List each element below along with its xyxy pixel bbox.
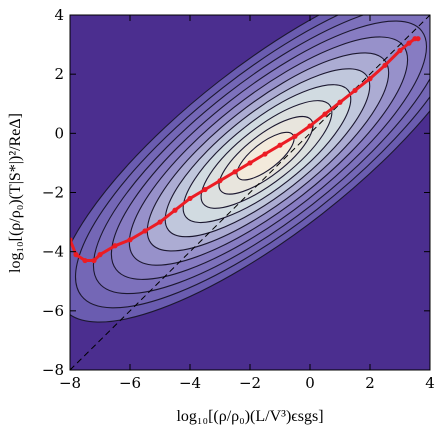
y-tick-label: 2	[54, 65, 64, 83]
mean-curve-point	[157, 219, 163, 225]
x-tick-label: −8	[59, 374, 81, 392]
y-tick-label: 0	[54, 124, 64, 142]
mean-curve-point	[367, 76, 373, 82]
mean-curve-point	[202, 186, 208, 193]
mean-curve-point	[91, 257, 97, 264]
mean-curve-point	[187, 195, 193, 202]
mean-curve-point	[82, 257, 88, 264]
y-axis: −8 −6 −4 −2 0 2 4	[42, 6, 430, 379]
x-axis-label: log₁₀[(ρ/ρ₀)(L/V³)ϵsgs]	[176, 408, 323, 425]
x-tick-label: −2	[239, 374, 261, 392]
mean-curve-point	[70, 237, 73, 243]
reference-line	[70, 15, 430, 370]
mean-curve-point	[382, 62, 388, 68]
y-tick-label: −8	[42, 361, 64, 379]
mean-curve-point	[292, 133, 298, 139]
mean-curve-point	[247, 160, 253, 166]
mean-curve-point	[232, 169, 238, 175]
y-tick-label: −6	[42, 302, 64, 320]
mean-curve-point	[415, 36, 421, 42]
x-tick-label: 2	[365, 374, 375, 392]
x-axis: −8 −6 −4 −2 0 2 4	[59, 15, 435, 392]
y-tick-label: −2	[42, 184, 64, 202]
mean-curve-point	[127, 237, 133, 243]
mean-curve-point	[397, 47, 403, 54]
mean-curve-point	[337, 99, 343, 105]
mean-curve-point	[112, 243, 118, 249]
mean-curve	[70, 37, 418, 262]
mean-curve-point	[172, 207, 178, 213]
mean-curve-point	[277, 142, 283, 148]
x-tick-label: −4	[179, 374, 201, 392]
y-tick-label: 4	[54, 6, 64, 24]
y-tick-label: −4	[42, 243, 64, 261]
mean-curve-point	[307, 123, 313, 129]
mean-curve-point	[352, 87, 358, 94]
mean-curve-point	[262, 151, 268, 157]
x-tick-label: 4	[425, 374, 435, 392]
mean-curve-point	[97, 252, 103, 258]
mean-curve-point	[73, 252, 79, 258]
x-tick-label: 0	[305, 374, 315, 392]
mean-curve-point	[406, 40, 412, 46]
y-axis-label: log₁₀[(ρ/ρ₀)(T|S*|)²/ReΔ]	[7, 113, 24, 273]
mean-curve-point	[217, 178, 223, 184]
mean-curve-point	[322, 111, 328, 117]
x-tick-label: −6	[119, 374, 141, 392]
mean-curve-point	[142, 228, 148, 234]
